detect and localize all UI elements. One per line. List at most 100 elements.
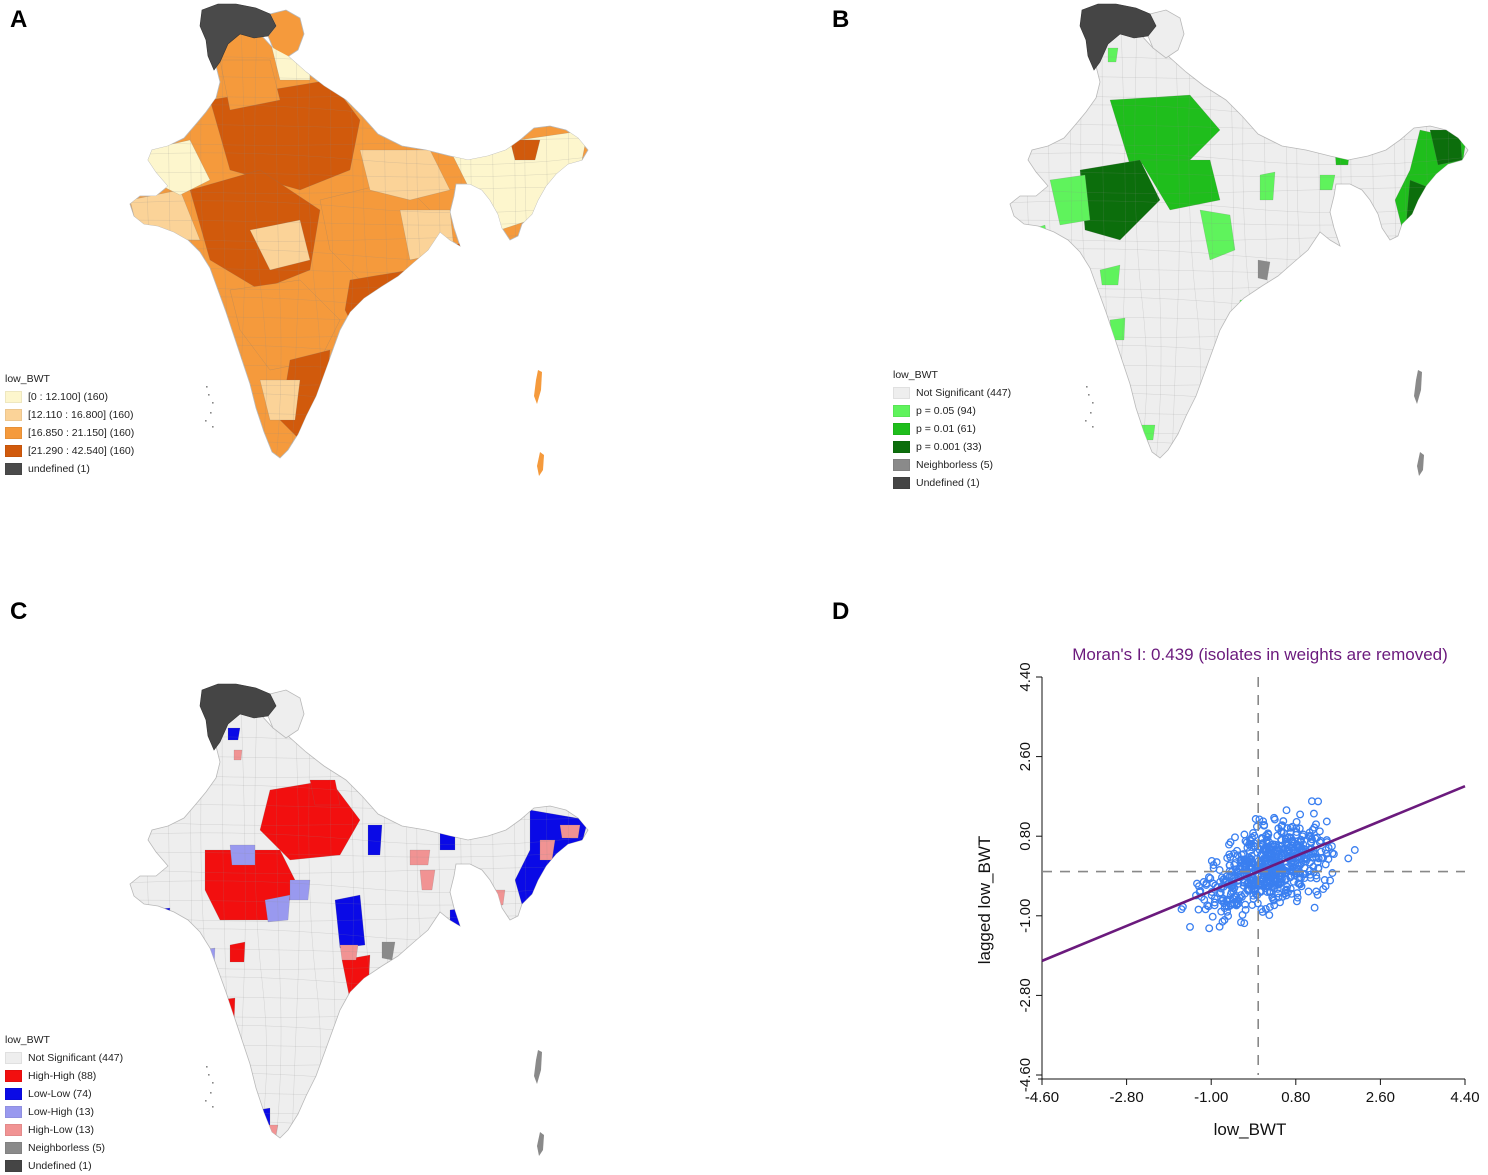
scatter-point — [1288, 866, 1297, 875]
district-boundary — [130, 89, 588, 98]
x-tick-label: 4.40 — [1450, 1089, 1479, 1106]
scatter-point — [1270, 869, 1279, 878]
scatter-point — [1231, 833, 1239, 842]
scatter-point — [1215, 922, 1224, 931]
scatter-point — [1201, 905, 1210, 914]
y-tick-label: -2.80 — [1017, 978, 1034, 1012]
x-tick-label: -4.60 — [1025, 1089, 1059, 1106]
district-region — [1257, 259, 1271, 281]
scatter-point — [1292, 897, 1301, 906]
district-boundary — [130, 152, 588, 166]
district-boundary — [130, 457, 588, 458]
district-boundary — [254, 706, 267, 1138]
legend-swatch — [5, 1052, 22, 1064]
scatter-point — [1319, 853, 1328, 862]
island-dot — [1090, 412, 1092, 414]
district-region — [229, 941, 246, 963]
district-boundary — [290, 26, 300, 458]
legend-item: Low-Low (74) — [5, 1085, 123, 1103]
scatter-point — [1212, 858, 1221, 867]
district-boundary — [1010, 313, 1468, 322]
district-region — [1237, 299, 1256, 326]
legend-label: Undefined (1) — [916, 477, 980, 489]
district-boundary — [130, 313, 588, 322]
scatter-point — [1286, 873, 1295, 882]
district-boundary — [542, 26, 552, 458]
scatter-point — [1259, 817, 1268, 826]
legend-item: High-High (88) — [5, 1067, 123, 1085]
district-boundary — [1010, 137, 1468, 146]
district-boundary — [488, 706, 498, 1138]
scatter-point — [1266, 851, 1275, 860]
island-dot — [1086, 386, 1088, 388]
district-region — [439, 239, 471, 281]
district-boundary — [290, 706, 300, 1138]
district-region — [233, 749, 243, 761]
district-boundary — [130, 1089, 588, 1098]
scatter-points — [1177, 797, 1359, 933]
island-dot — [212, 426, 214, 428]
legend-label: [0 : 12.100] (160) — [28, 391, 108, 403]
legend-swatch — [893, 459, 910, 471]
scatter-point — [1245, 847, 1254, 856]
district-region — [259, 379, 301, 421]
scatter-point — [1220, 916, 1229, 924]
legend-swatch — [5, 1088, 22, 1100]
district-boundary — [130, 753, 588, 762]
island-dot — [1092, 402, 1094, 404]
district-boundary — [146, 26, 159, 458]
legend-label: p = 0.05 (94) — [916, 405, 976, 417]
district-region — [227, 727, 241, 741]
district-region — [219, 59, 281, 111]
district-boundary — [1350, 26, 1363, 458]
scatter-point — [1309, 862, 1318, 871]
district-boundary — [164, 706, 174, 1138]
district-boundary — [130, 1137, 588, 1138]
legend-label: Not Significant (447) — [916, 387, 1012, 399]
legend-item: Undefined (1) — [893, 474, 1011, 492]
island-dot — [208, 1074, 210, 1076]
district-boundary — [130, 1120, 588, 1134]
undefined-region — [1079, 3, 1157, 71]
island-dot — [1088, 394, 1090, 396]
legend-label: High-High (88) — [28, 1070, 97, 1082]
scatter-point — [1230, 899, 1239, 908]
scatter-point — [1251, 815, 1260, 823]
legend-label: Low-High (13) — [28, 1106, 94, 1118]
scatter-point — [1226, 890, 1235, 899]
island-dot — [210, 412, 212, 414]
scatter-point — [1287, 889, 1296, 898]
panel-letter-d: D — [832, 598, 850, 625]
legend-swatch — [5, 1142, 22, 1154]
nicobar-islands — [537, 452, 544, 476]
legend-swatch — [5, 1106, 22, 1118]
district-region — [1199, 209, 1236, 261]
scatter-point — [1247, 881, 1256, 890]
scatter-point — [1244, 886, 1253, 895]
scatter-point — [1245, 862, 1254, 871]
district-boundary — [130, 361, 588, 370]
legend-label: [12.110 : 16.800] (160) — [28, 409, 134, 421]
district-boundary — [130, 1105, 588, 1114]
scatter-point — [1263, 882, 1272, 891]
scatter-point — [1312, 887, 1321, 896]
scatter-point — [1299, 840, 1308, 849]
scatter-point — [1219, 874, 1228, 883]
scatter-point — [1223, 895, 1232, 904]
india-outline — [1009, 25, 1469, 459]
scatter-point — [1296, 810, 1305, 819]
district-boundary — [488, 26, 498, 458]
nicobar-islands — [537, 1132, 544, 1156]
district-boundary — [1134, 26, 1147, 458]
district-boundary — [1010, 392, 1468, 406]
chart-title: Moran's I: 0.439 (isolates in weights ar… — [1072, 645, 1448, 664]
district-boundary — [1440, 26, 1450, 458]
legend-item: Neighborless (5) — [5, 1139, 123, 1157]
scatter-point — [1311, 849, 1320, 858]
scatter-point — [1233, 846, 1241, 855]
district-boundary — [1010, 425, 1468, 434]
scatter-point — [1240, 878, 1249, 887]
scatter-point — [1260, 821, 1269, 829]
scatter-point — [1203, 901, 1212, 910]
scatter-point — [1194, 905, 1203, 914]
